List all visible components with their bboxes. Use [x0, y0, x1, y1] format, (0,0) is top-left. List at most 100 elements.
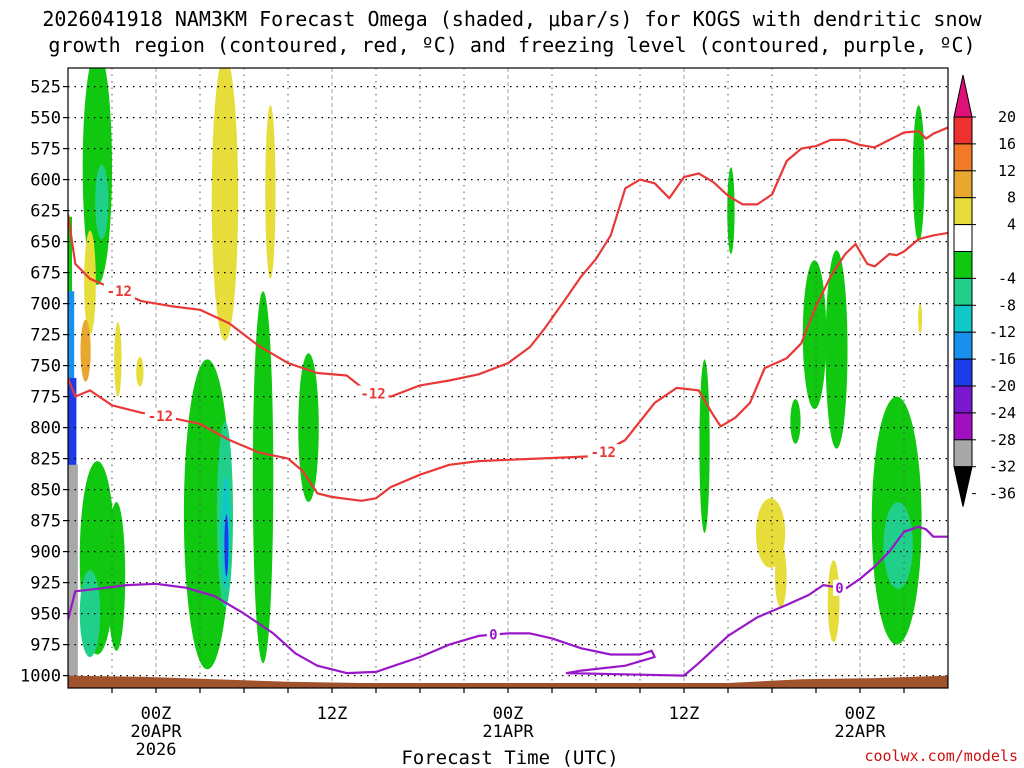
- omega-region-17: [699, 359, 710, 533]
- x-tick-label-30-1: 00Z: [493, 704, 524, 724]
- x-tick-label-54-2: 22APR: [834, 722, 886, 742]
- contour-label-0-1: -12: [360, 387, 385, 403]
- x-tick-label-6-1: 00Z: [141, 704, 172, 724]
- colorbar-max-arrow: [953, 74, 973, 118]
- contour-label-bg-0-1: [357, 385, 389, 402]
- contour-label-bg-0-0: [103, 283, 135, 300]
- y-tick-label-700: 700: [30, 295, 61, 315]
- colorbar-bin-8: [953, 304, 973, 333]
- terrain-surface: [68, 675, 948, 688]
- y-tick-label-925: 925: [30, 574, 61, 594]
- contour-line-1: [68, 231, 948, 502]
- contour-label-bg-2-1: [832, 579, 846, 596]
- colorbar-label-11: -28: [989, 431, 1016, 449]
- omega-shading-layer: [68, 68, 925, 688]
- credit-text: coolwx.com/models: [864, 747, 1018, 765]
- colorbar-label-3: 8: [1007, 189, 1016, 207]
- omega-region-18: [727, 167, 735, 255]
- colorbar-bin-2: [953, 143, 973, 172]
- y-tick-label-550: 550: [30, 109, 61, 129]
- colorbar: 20 16 12 8 4 -4 -8 -12 -16 -20 -24 -28 -32 -36: [953, 74, 1016, 507]
- colorbar-bin-6: [953, 251, 973, 279]
- contour-label-0-0: -12: [107, 284, 132, 300]
- omega-region-28: [918, 303, 923, 334]
- colorbar-bin-13: [953, 439, 973, 468]
- colorbar-bin-7: [953, 277, 973, 306]
- omega-region-26: [883, 502, 913, 589]
- x-axis-title: Forecast Time (UTC): [401, 747, 618, 768]
- omega-region-5: [79, 570, 101, 657]
- omega-region-6: [107, 502, 126, 651]
- y-tick-label-675: 675: [30, 264, 61, 284]
- omega-region-14: [224, 514, 229, 577]
- y-tick-label-725: 725: [30, 326, 61, 346]
- y-tick-label-650: 650: [30, 233, 61, 253]
- omega-region-10: [265, 105, 276, 279]
- omega-region-21: [790, 399, 801, 444]
- colorbar-bin-5: [953, 224, 973, 253]
- colorbar-label-12: -32: [989, 458, 1016, 476]
- contour-label-1-0: -12: [148, 409, 173, 425]
- colorbar-bin-10: [953, 358, 973, 387]
- y-tick-label-800: 800: [30, 419, 61, 439]
- omega-region-15: [252, 291, 274, 664]
- chart-title-line-1: 2026041918 NAM3KM Forecast Omega (shaded…: [42, 7, 982, 31]
- y-tick-label-775: 775: [30, 388, 61, 408]
- omega-region-3: [80, 319, 91, 382]
- x-tick-label-54-1: 00Z: [845, 704, 876, 724]
- contour-label-1-1: -12: [591, 445, 616, 461]
- omega-region-23: [825, 250, 848, 449]
- colorbar-bin-11: [953, 385, 973, 414]
- y-tick-label-750: 750: [30, 357, 61, 377]
- grid-layer: [68, 68, 948, 688]
- colorbar-min-arrow: [953, 466, 973, 507]
- x-tick-label-6-3: 2026: [136, 740, 177, 760]
- colorbar-bin-1: [953, 116, 973, 145]
- contour-label-2-1: 0: [835, 581, 843, 597]
- colorbar-label-6: -8: [998, 296, 1016, 314]
- chart-title-line-2: growth region (contoured, red, ºC) and f…: [48, 33, 975, 57]
- contour-line-0: [68, 126, 948, 398]
- omega-edge-band-3: [68, 464, 78, 688]
- omega-region-7: [114, 322, 122, 397]
- y-tick-label-575: 575: [30, 140, 61, 160]
- contour-layer: -12 -12 -12 -12 0 0: [68, 126, 948, 677]
- colorbar-label-8: -16: [989, 350, 1016, 368]
- y-tick-label-975: 975: [30, 636, 61, 656]
- colorbar-label-0: 20: [998, 108, 1016, 126]
- y-tick-label-875: 875: [30, 512, 61, 532]
- omega-region-11: [183, 359, 231, 670]
- x-tick-label-42-1: 12Z: [669, 704, 700, 724]
- contour-label-bg-2-0: [486, 626, 500, 643]
- y-tick-label-600: 600: [30, 171, 61, 191]
- colorbar-bin-3: [953, 170, 973, 199]
- y-tick-label-850: 850: [30, 481, 61, 501]
- x-tick-label-30-2: 21APR: [482, 722, 534, 742]
- y-tick-label-950: 950: [30, 605, 61, 625]
- terrain-layer: [68, 675, 948, 688]
- contour-label-2-0: 0: [489, 628, 497, 644]
- colorbar-label-7: -12: [989, 323, 1016, 341]
- colorbar-bin-9: [953, 331, 973, 360]
- omega-region-20: [774, 545, 787, 608]
- colorbar-label-9: -20: [989, 377, 1016, 395]
- colorbar-label-5: -4: [998, 269, 1016, 287]
- colorbar-label-1: 16: [998, 135, 1016, 153]
- contour-line-2: [68, 525, 948, 677]
- omega-region-27: [912, 105, 925, 242]
- omega-region-24: [827, 560, 840, 643]
- colorbar-label-4: 4: [1007, 216, 1016, 234]
- omega-region-8: [136, 356, 144, 387]
- contour-label-bg-1-0: [144, 407, 176, 424]
- colorbar-label-2: 12: [998, 162, 1016, 180]
- contour-label-bg-1-1: [587, 444, 619, 461]
- omega-region-1: [95, 164, 109, 240]
- x-tick-label-6-2: 20APR: [130, 722, 182, 742]
- y-tick-label-900: 900: [30, 543, 61, 563]
- y-tick-label-1000: 1000: [20, 667, 61, 687]
- colorbar-bin-12: [953, 412, 973, 441]
- colorbar-bin-4: [953, 197, 973, 226]
- colorbar-label-13: -36: [989, 485, 1016, 503]
